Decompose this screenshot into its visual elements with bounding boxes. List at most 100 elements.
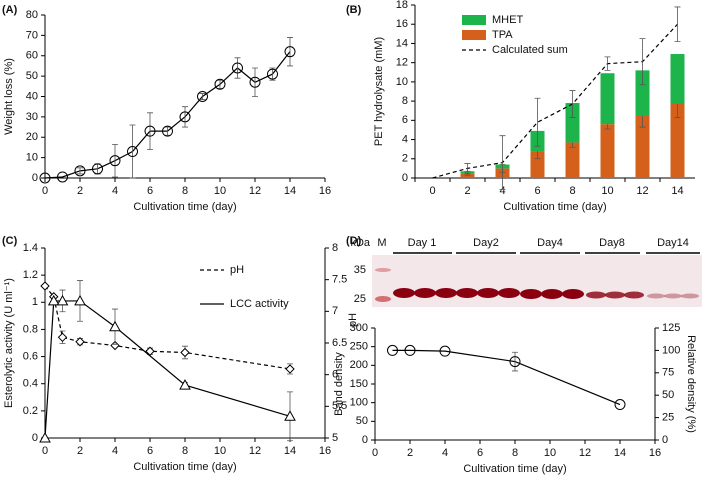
x-tick-label: 14 — [284, 445, 296, 457]
series-line — [432, 23, 678, 179]
error-bar — [639, 38, 646, 86]
y-tick-label: 10 — [396, 76, 408, 88]
error-bar — [464, 163, 471, 174]
size-label: 35 — [354, 264, 366, 276]
y-tick-label: 2 — [402, 153, 408, 165]
y2-tick-label: 125 — [662, 322, 680, 334]
bar — [565, 103, 580, 143]
x-tick-label: 14 — [284, 185, 296, 197]
y-axis-label: Band density — [333, 352, 345, 416]
marker — [197, 91, 208, 102]
error-bar — [674, 6, 681, 42]
y-tick-label: 80 — [26, 9, 38, 21]
y2-tick-label: 6.5 — [332, 337, 347, 349]
panel-label: (B) — [346, 4, 362, 16]
y-tick-label: 0.8 — [23, 323, 38, 335]
panel-label: (C) — [2, 235, 18, 247]
marker — [214, 78, 226, 90]
x-tick-label: 12 — [636, 185, 648, 197]
legend-label: Calculated sum — [492, 44, 568, 56]
y-tick-label: 0.2 — [23, 405, 38, 417]
y-axis-label: PET hydrolysate (mM) — [373, 37, 385, 146]
gel-image: kDa M Day 1 Day2 Day4 Day8 Day14 35 25 (… — [346, 235, 702, 307]
lane-label: Day8 — [599, 237, 625, 249]
size-label: 25 — [354, 293, 366, 305]
lane-label: Day14 — [657, 237, 689, 249]
x-axis-label: Cultivation time (day) — [133, 201, 236, 213]
x-tick-label: 0 — [429, 185, 435, 197]
error-bar — [129, 124, 136, 179]
marker — [57, 171, 68, 183]
x-tick-label: 10 — [214, 445, 226, 457]
y-tick-label: 16 — [396, 18, 408, 30]
y-axis-label: Esterolytic activity (U ml⁻¹) — [3, 278, 15, 408]
error-bar — [182, 106, 188, 128]
x-tick-label: 0 — [372, 447, 378, 459]
y2-tick-label: 75 — [662, 367, 674, 379]
marker — [162, 125, 173, 137]
y-tick-label: 300 — [350, 322, 368, 334]
error-bar — [147, 112, 153, 150]
legend-swatch — [462, 15, 486, 25]
x-tick-label: 8 — [182, 445, 188, 457]
marker — [179, 379, 191, 390]
x-tick-label: 2 — [464, 185, 470, 197]
x-tick-label: 0 — [42, 185, 48, 197]
x-tick-label: 2 — [77, 185, 83, 197]
marker — [285, 364, 295, 374]
x-axis-label: Cultivation time (day) — [133, 461, 236, 473]
y2-tick-label: 50 — [662, 389, 674, 401]
marker — [284, 46, 296, 58]
y-tick-label: 0 — [362, 434, 368, 446]
bar — [670, 103, 685, 178]
marker — [92, 163, 103, 175]
marker — [614, 399, 626, 411]
marker — [232, 62, 243, 74]
marker — [109, 320, 121, 332]
y-tick-label: 8 — [402, 95, 408, 107]
error-bar — [287, 37, 293, 67]
x-axis-label: Cultivation time (day) — [503, 201, 606, 213]
x-tick-label: 4 — [442, 447, 448, 459]
x-tick-label: 14 — [671, 185, 683, 197]
marker — [179, 111, 191, 123]
x-tick-label: 16 — [319, 445, 331, 457]
marker — [180, 347, 190, 358]
y-tick-label: 1.2 — [23, 269, 38, 281]
y2-tick-label: 8 — [332, 242, 338, 254]
legend-swatch — [462, 30, 486, 40]
bar — [635, 70, 650, 116]
error-bar — [269, 67, 276, 81]
marker — [56, 294, 69, 306]
y-tick-label: 50 — [26, 70, 38, 82]
x-tick-label: 8 — [512, 447, 518, 459]
marker — [144, 125, 156, 137]
error-bar — [569, 90, 576, 118]
marker — [387, 344, 398, 356]
bar — [460, 173, 475, 178]
gel-band — [375, 268, 391, 272]
y-tick-label: 1.4 — [23, 242, 38, 254]
y2-axis-label: Relative density (%) — [685, 335, 697, 433]
marker — [57, 332, 68, 343]
marker — [109, 155, 121, 167]
marker — [40, 281, 50, 291]
y-tick-label: 200 — [350, 359, 368, 371]
y-tick-label: 10 — [26, 152, 38, 164]
x-tick-label: 4 — [112, 445, 118, 457]
bar — [565, 142, 580, 178]
panel-label: (A) — [2, 4, 18, 16]
error-bar — [77, 167, 83, 175]
x-axis-label: Cultivation time (day) — [463, 463, 566, 475]
x-tick-label: 12 — [249, 185, 261, 197]
legend-label: pH — [230, 264, 244, 276]
error-bar — [252, 67, 258, 97]
x-tick-label: 6 — [477, 447, 483, 459]
y-tick-label: 14 — [396, 37, 408, 49]
x-tick-label: 8 — [182, 185, 188, 197]
y-tick-label: 0 — [32, 172, 38, 184]
x-tick-label: 6 — [534, 185, 540, 197]
y2-tick-label: 0 — [662, 434, 668, 446]
y2-tick-label: 7.5 — [332, 274, 347, 286]
